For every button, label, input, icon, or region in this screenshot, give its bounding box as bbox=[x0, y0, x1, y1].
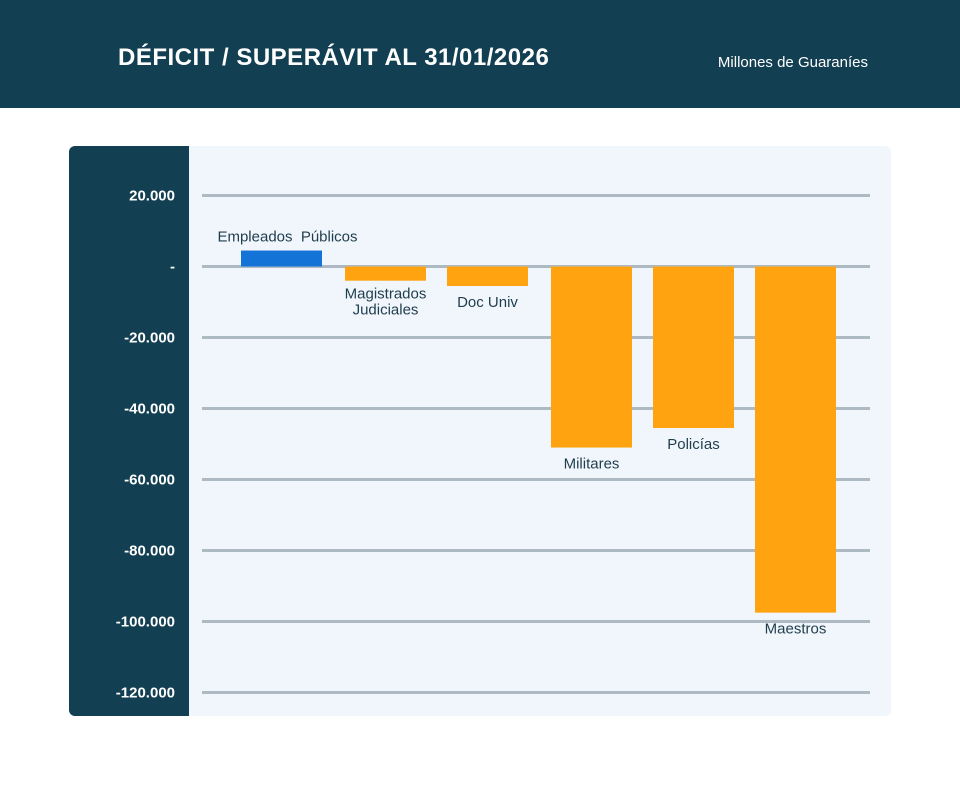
y-tick-label: - bbox=[170, 259, 175, 276]
chart-card: 20.000 - -20.000 -40.000 -60.000 -80.000 -100.… bbox=[69, 146, 891, 716]
y-tick-labels: 20.000 - -20.000 -40.000 -60.000 -80.000 -100.… bbox=[116, 188, 175, 702]
bar-militares bbox=[551, 266, 632, 448]
bars bbox=[241, 250, 836, 613]
bar-maestros bbox=[755, 266, 836, 613]
y-tick-label: -120.000 bbox=[116, 685, 175, 702]
header-bar: DÉFICIT / SUPERÁVIT AL 31/01/2026 Millon… bbox=[0, 0, 960, 108]
category-label: Militares bbox=[564, 456, 620, 473]
bar-polic-as bbox=[653, 266, 734, 429]
y-tick-label: -20.000 bbox=[124, 330, 175, 347]
y-tick-label: -100.000 bbox=[116, 614, 175, 631]
category-label: Empleados Públicos bbox=[217, 229, 357, 246]
category-label: Magistrados Judiciales bbox=[345, 286, 427, 319]
unit-label: Millones de Guaraníes bbox=[717, 54, 868, 71]
bar-doc-univ bbox=[447, 266, 528, 287]
category-label: Policías bbox=[667, 436, 720, 453]
y-tick-label: 20.000 bbox=[129, 188, 175, 205]
y-axis-panel bbox=[69, 146, 189, 716]
bar-chart: 20.000 - -20.000 -40.000 -60.000 -80.000 -100.… bbox=[116, 188, 870, 702]
category-labels: Empleados Públicos Magistrados Judiciales D… bbox=[217, 229, 826, 638]
bar-empleados-p-blicos bbox=[241, 250, 322, 267]
category-label: Doc Univ bbox=[457, 294, 518, 311]
y-tick-label: -80.000 bbox=[124, 543, 175, 560]
category-label: Maestros bbox=[765, 621, 827, 638]
y-tick-label: -60.000 bbox=[124, 472, 175, 489]
y-tick-label: -40.000 bbox=[124, 401, 175, 418]
page-title: DÉFICIT / SUPERÁVIT AL 31/01/2026 bbox=[118, 44, 550, 71]
bar-magistrados-judiciales bbox=[345, 266, 426, 281]
